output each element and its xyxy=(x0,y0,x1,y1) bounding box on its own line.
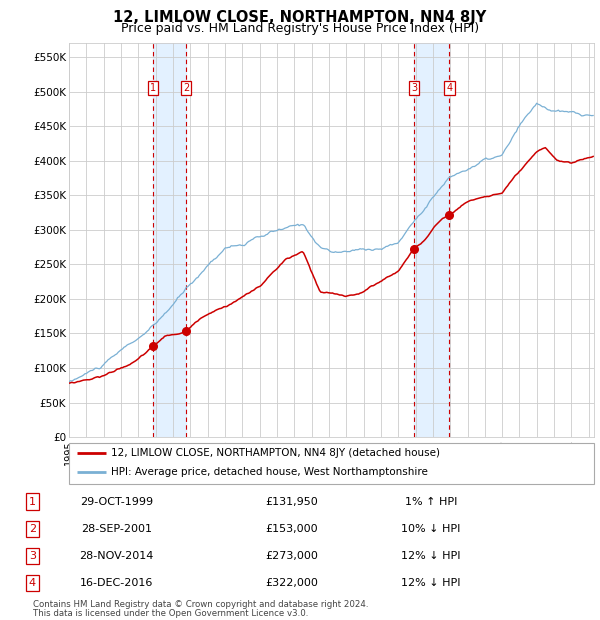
Text: 2: 2 xyxy=(183,83,189,93)
Text: 4: 4 xyxy=(446,83,452,93)
Text: This data is licensed under the Open Government Licence v3.0.: This data is licensed under the Open Gov… xyxy=(33,609,308,618)
Text: 28-NOV-2014: 28-NOV-2014 xyxy=(80,551,154,560)
Text: 1: 1 xyxy=(149,83,156,93)
Text: 28-SEP-2001: 28-SEP-2001 xyxy=(81,524,152,534)
FancyBboxPatch shape xyxy=(69,443,594,484)
Text: 12% ↓ HPI: 12% ↓ HPI xyxy=(401,578,461,588)
Text: 1% ↑ HPI: 1% ↑ HPI xyxy=(405,497,457,507)
Text: 1: 1 xyxy=(29,497,36,507)
Text: £273,000: £273,000 xyxy=(265,551,318,560)
Text: 3: 3 xyxy=(29,551,36,560)
Bar xyxy=(414,43,449,437)
Text: £153,000: £153,000 xyxy=(265,524,317,534)
Text: 12% ↓ HPI: 12% ↓ HPI xyxy=(401,551,461,560)
Text: £131,950: £131,950 xyxy=(265,497,318,507)
Text: 12, LIMLOW CLOSE, NORTHAMPTON, NN4 8JY (detached house): 12, LIMLOW CLOSE, NORTHAMPTON, NN4 8JY (… xyxy=(111,448,440,458)
Text: 4: 4 xyxy=(29,578,36,588)
Text: Contains HM Land Registry data © Crown copyright and database right 2024.: Contains HM Land Registry data © Crown c… xyxy=(33,600,368,609)
Text: 12, LIMLOW CLOSE, NORTHAMPTON, NN4 8JY: 12, LIMLOW CLOSE, NORTHAMPTON, NN4 8JY xyxy=(113,10,487,25)
Text: Price paid vs. HM Land Registry's House Price Index (HPI): Price paid vs. HM Land Registry's House … xyxy=(121,22,479,35)
Text: 10% ↓ HPI: 10% ↓ HPI xyxy=(401,524,461,534)
Text: £322,000: £322,000 xyxy=(265,578,318,588)
Text: 2: 2 xyxy=(29,524,36,534)
Text: HPI: Average price, detached house, West Northamptonshire: HPI: Average price, detached house, West… xyxy=(111,467,428,477)
Text: 3: 3 xyxy=(411,83,417,93)
Bar xyxy=(152,43,186,437)
Text: 29-OCT-1999: 29-OCT-1999 xyxy=(80,497,154,507)
Text: 16-DEC-2016: 16-DEC-2016 xyxy=(80,578,154,588)
